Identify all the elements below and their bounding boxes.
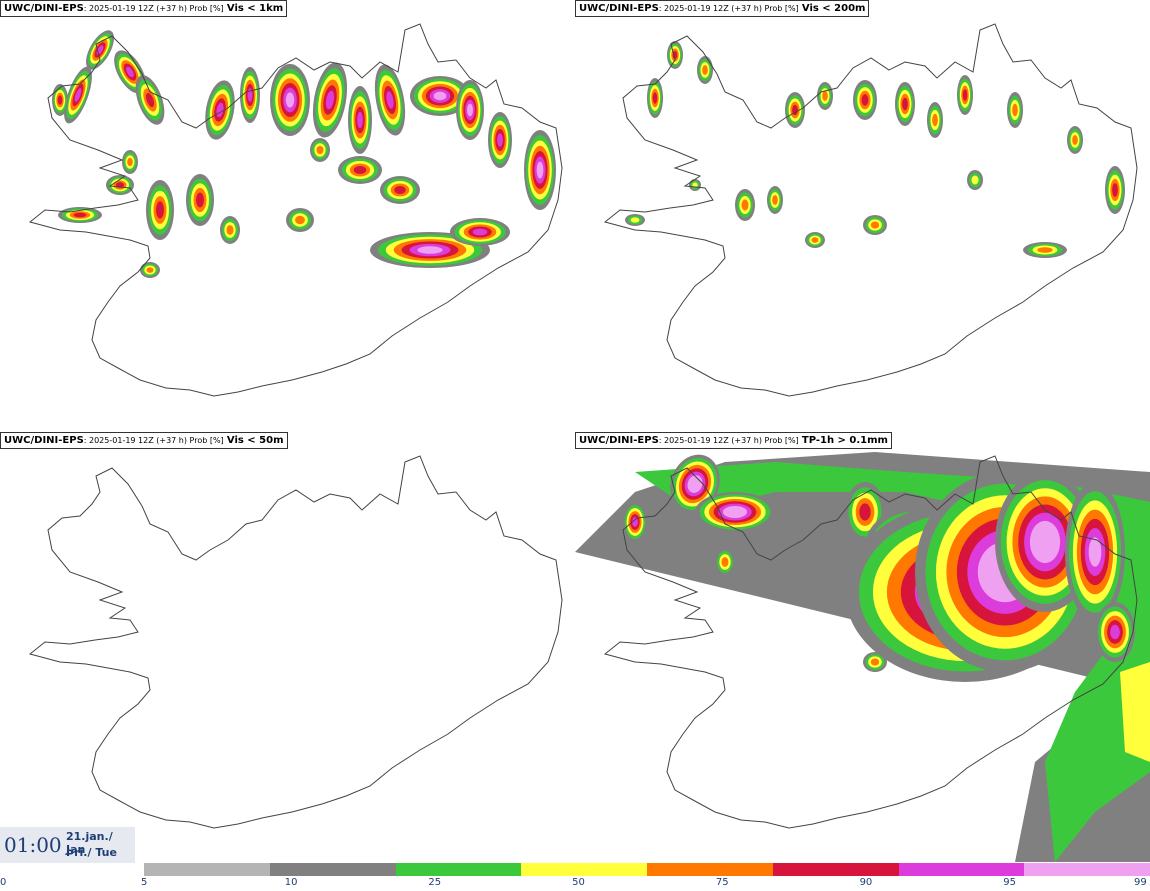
- colorbar-segment: [144, 863, 270, 876]
- map-panel-vis-200m: UWC/DINI-EPS: 2025-01-19 12Z (+37 h) Pro…: [575, 0, 1150, 430]
- probability-contour: [74, 88, 82, 102]
- probability-contour: [792, 104, 798, 116]
- coastline: [603, 23, 1138, 397]
- probability-contour: [295, 215, 305, 225]
- probability-contour: [632, 517, 638, 527]
- probability-contour: [353, 166, 367, 174]
- probability-contour: [1112, 183, 1118, 197]
- probability-contour: [652, 92, 658, 104]
- colorbar-tick-label: 90: [859, 877, 873, 888]
- map-panel-vis-1km: UWC/DINI-EPS: 2025-01-19 12Z (+37 h) Pro…: [0, 0, 575, 430]
- colorbar-tick-label: 10: [284, 877, 298, 888]
- panel-title: UWC/DINI-EPS: 2025-01-19 12Z (+37 h) Pro…: [0, 0, 288, 17]
- probability-contour: [630, 217, 640, 223]
- probability-contour: [1072, 135, 1078, 145]
- map-panel-precip: UWC/DINI-EPS: 2025-01-19 12Z (+37 h) Pro…: [575, 432, 1150, 862]
- colorbar-segment: [898, 863, 1025, 876]
- probability-contour: [962, 89, 968, 101]
- probability-contour: [146, 267, 154, 273]
- colorbar-tick-label: 25: [428, 877, 442, 888]
- probability-contour: [859, 503, 871, 521]
- colorbar-segment: [269, 863, 396, 876]
- probability-contour: [127, 157, 133, 167]
- probability-contour: [932, 113, 938, 127]
- panel-title: UWC/DINI-EPS: 2025-01-19 12Z (+37 h) Pro…: [0, 432, 288, 449]
- valid-day: Þri./ Tue: [66, 846, 117, 859]
- probability-contour: [702, 65, 708, 75]
- probability-contour: [1035, 528, 1055, 556]
- probability-contour: [870, 221, 880, 229]
- colorbar-segment: [395, 863, 522, 876]
- colorbar: [144, 863, 1150, 876]
- panel-title: UWC/DINI-EPS: 2025-01-19 12Z (+37 h) Pro…: [575, 0, 870, 17]
- coastline: [28, 455, 563, 829]
- probability-contour: [145, 92, 155, 108]
- probability-contour: [1088, 537, 1102, 567]
- valid-hour: 01:00: [4, 833, 62, 857]
- probability-contour: [417, 246, 443, 254]
- coastline: [603, 455, 1138, 829]
- probability-contour: [316, 145, 324, 155]
- probability-contour: [741, 199, 749, 211]
- probability-contour: [971, 175, 979, 185]
- probability-contour: [772, 195, 778, 205]
- probability-contour: [325, 90, 335, 110]
- probability-contour: [861, 94, 869, 106]
- colorbar-tick-label: 99: [1134, 877, 1147, 888]
- probability-contour: [467, 103, 473, 117]
- probability-contour: [357, 111, 363, 129]
- probability-contour: [902, 97, 908, 111]
- probability-contour: [472, 228, 488, 236]
- colorbar-tick-label: 50: [572, 877, 585, 888]
- colorbar-tick-label: 0: [0, 877, 7, 888]
- probability-contour: [433, 91, 447, 101]
- probability-contour: [822, 91, 828, 101]
- panel-title: UWC/DINI-EPS: 2025-01-19 12Z (+37 h) Pro…: [575, 432, 892, 449]
- probability-contour: [226, 225, 234, 235]
- colorbar-tick-label: 95: [1003, 877, 1017, 888]
- probability-contour: [285, 92, 295, 108]
- probability-contour: [126, 66, 134, 78]
- probability-contour: [536, 161, 544, 179]
- probability-contour: [73, 212, 87, 218]
- colorbar-tick-label: 75: [715, 877, 729, 888]
- probability-contour: [727, 508, 743, 516]
- probability-contour: [692, 182, 698, 188]
- colorbar-segment: [521, 863, 647, 876]
- probability-contour: [497, 133, 503, 147]
- probability-contour: [690, 478, 700, 490]
- probability-contour: [721, 557, 729, 567]
- iceland-map: [603, 23, 1138, 397]
- probability-contour: [1037, 247, 1053, 253]
- probability-contour: [386, 91, 394, 109]
- iceland-map: [28, 23, 563, 397]
- iceland-map: [575, 452, 1150, 862]
- probability-contour: [196, 192, 204, 208]
- precip-area: [1120, 662, 1150, 762]
- colorbar-segment: [1024, 863, 1150, 876]
- colorbar-segment: [647, 863, 773, 876]
- probability-contour: [156, 201, 164, 219]
- map-panel-vis-50m: UWC/DINI-EPS: 2025-01-19 12Z (+37 h) Pro…: [0, 432, 575, 862]
- probability-contour: [870, 658, 880, 666]
- probability-contour: [811, 237, 819, 243]
- valid-date: 21.jan./ Jan: [66, 830, 113, 856]
- colorbar-segment: [772, 863, 899, 876]
- probability-contour: [394, 186, 406, 194]
- iceland-map: [28, 455, 563, 829]
- valid-time-box: 01:00 21.jan./ Jan Þri./ Tue: [0, 827, 135, 863]
- probability-contour: [1110, 624, 1120, 640]
- coastline: [28, 23, 563, 397]
- probability-contour: [57, 95, 63, 105]
- probability-contour: [1012, 103, 1018, 117]
- colorbar-tick-label: 5: [141, 877, 148, 888]
